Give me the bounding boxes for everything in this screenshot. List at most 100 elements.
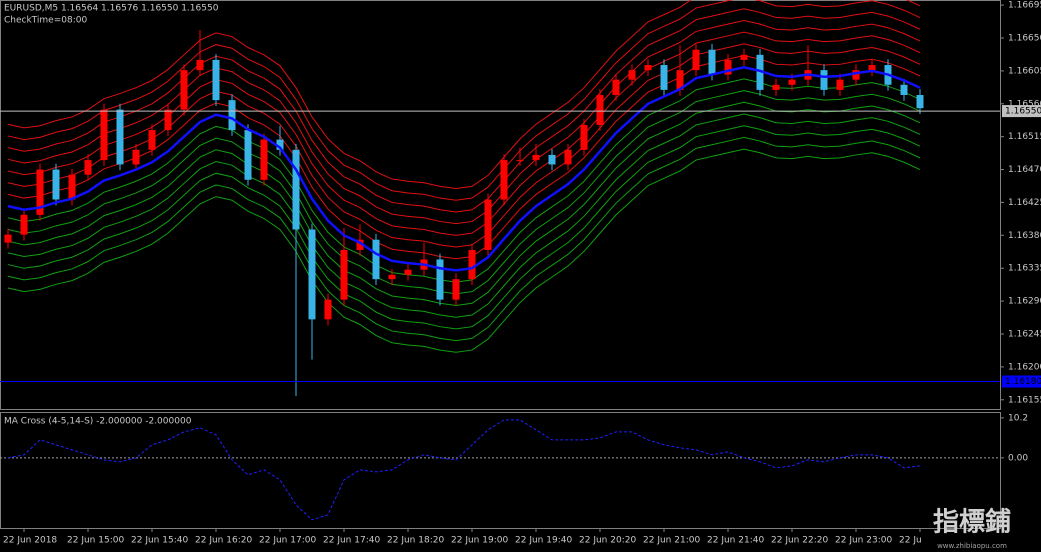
x-tick-label: 22 Ju [899,536,922,546]
y-tick-label: 1.16245 [1008,329,1041,339]
band-line [7,19,921,225]
candle-body [564,149,572,165]
candle-body [484,199,492,250]
x-tick-label: 22 Jun 21:40 [707,536,764,546]
candle-body [516,160,524,162]
y-tick-label: 1.16380 [1008,231,1041,241]
candle-body [100,109,108,161]
sub-frame [0,412,1001,529]
candle-body [724,59,732,75]
candle-body [244,130,252,180]
candle-body [308,229,316,320]
candle-body [500,160,508,200]
candle-body [660,65,668,90]
candle-body [180,70,188,110]
candle-body [852,70,860,80]
candle-body [532,154,540,161]
candle-body [132,149,140,165]
x-tick-label: 22 Jun 2018 [3,536,57,546]
price-label: 1.16180 [1005,377,1041,387]
band-line [7,31,921,236]
candle-body [228,100,236,131]
y-tick-label: 1.16155 [1008,395,1041,405]
band-line [7,0,921,201]
candle-body [708,49,716,75]
candle-body [836,79,844,90]
candle-body [84,160,92,175]
candle-body [20,214,28,235]
candle-body [388,274,396,280]
watermark: 指標鋪 [933,507,1011,538]
band-line [7,136,921,342]
candle-body [52,169,60,200]
x-tick-label: 22 Jun 17:00 [259,536,316,546]
band-line [7,43,921,248]
candle-body [436,259,444,300]
x-tick-label: 22 Jun 20:20 [579,536,636,546]
candle-body [356,239,364,250]
candle-body [340,249,348,300]
candle-body [372,239,380,280]
candle-body [820,70,828,90]
band-line [7,90,921,295]
y-tick-label: 1.16515 [1008,132,1041,142]
x-tick-label: 22 Jun 19:00 [451,536,508,546]
sub-title: MA Cross (4-5,14-S) -2.000000 -2.000000 [4,417,192,427]
x-tick-label: 22 Jun 21:00 [643,536,700,546]
candle-body [4,234,12,243]
candle-body [404,269,412,275]
y-tick-label: 1.16560 [1008,99,1041,109]
y-tick-label: 10.2 [1008,413,1028,423]
band-line [7,78,921,283]
band-line [7,148,921,353]
x-tick-label: 22 Jun 15:00 [67,536,124,546]
x-tick-label: 22 Jun 22:20 [771,536,828,546]
band-line [7,55,921,260]
price-label-box [1002,105,1041,118]
y-tick-label: 1.16290 [1008,297,1041,307]
candle-body [36,169,44,215]
y-tick-label: 1.16335 [1008,264,1041,274]
candle-body [676,70,684,90]
candle-body [772,84,780,90]
candle-body [596,95,604,125]
y-tick-label: 1.16695 [1008,1,1041,11]
x-tick-label: 22 Jun 19:40 [515,536,572,546]
candle-body [212,59,220,101]
candle-body [196,59,204,71]
candle-body [740,54,748,60]
y-tick-label: 1.16650 [1008,34,1041,44]
band-line [7,8,921,213]
y-tick-label: 1.16200 [1008,362,1041,372]
x-tick-label: 22 Jun 18:20 [387,536,444,546]
candle-body [324,299,332,320]
band-line [7,0,921,190]
band-line [7,125,921,330]
y-tick-label: 1.16470 [1008,165,1041,175]
indicator-line [7,419,921,521]
candle-body [276,139,284,150]
band-line [7,101,921,306]
candle-body [644,65,652,71]
candle-body [548,154,556,165]
candle-body [468,249,476,280]
candle-body [116,109,124,165]
candle-body [148,130,156,150]
chart-title: EURUSD,M5 1.16564 1.16576 1.16550 1.1655… [4,4,219,14]
candle-body [628,70,636,80]
x-tick-label: 22 Jun 15:40 [131,536,188,546]
candle-body [692,49,700,71]
candle-body [260,139,268,180]
candle-body [868,65,876,71]
y-tick-label: 1.16605 [1008,66,1041,76]
y-tick-label: 0.00 [1008,453,1028,463]
candle-body [788,79,796,85]
watermark-url: www.zhibiaopu.com [937,542,1007,550]
candle-body [756,54,764,90]
candle-body [580,124,588,150]
ma-line [7,65,921,272]
x-tick-label: 22 Jun 16:20 [195,536,252,546]
x-tick-label: 22 Jun 17:40 [323,536,380,546]
main-frame [0,0,1001,410]
